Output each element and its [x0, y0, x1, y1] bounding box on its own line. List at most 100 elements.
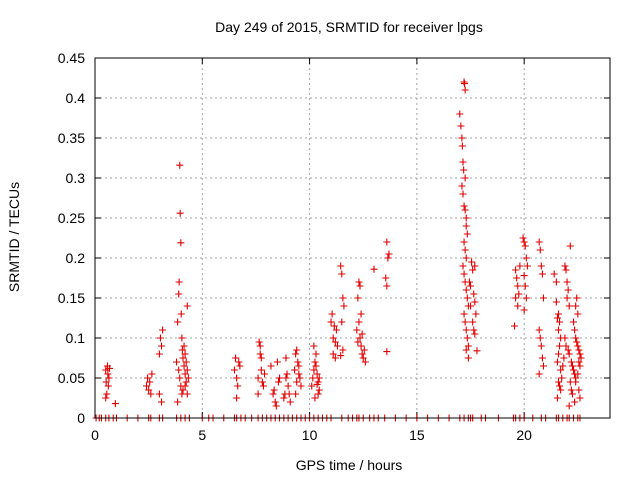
data-point [576, 394, 584, 402]
plot-frame [94, 57, 611, 419]
data-point [471, 262, 479, 270]
data-point [255, 338, 263, 346]
data-point [177, 239, 185, 247]
data-point [471, 298, 479, 306]
data-point [565, 350, 573, 358]
data-point [469, 318, 477, 326]
data-point [516, 262, 524, 270]
data-point [463, 334, 471, 342]
data-point [462, 222, 470, 230]
data-point [295, 370, 303, 378]
data-point [458, 182, 466, 190]
data-point [370, 265, 378, 273]
y-tick-labels: 0 0.05 0.1 0.15 0.2 0.25 0.3 0.35 0.4 0.45 [58, 50, 85, 426]
data-point [461, 174, 469, 182]
data-point [311, 358, 319, 366]
data-point [575, 386, 583, 394]
data-point [313, 380, 321, 388]
data-point [174, 398, 182, 406]
data-point [183, 302, 191, 310]
data-point [230, 366, 238, 374]
data-point [181, 370, 189, 378]
data-point [328, 310, 336, 318]
data-point [458, 142, 466, 150]
data-point [538, 270, 546, 278]
data-point [520, 272, 528, 280]
y-tick-label: 0.05 [58, 370, 85, 386]
y-tick-label: 0.3 [66, 170, 86, 186]
data-point [181, 382, 189, 390]
data-point [156, 334, 164, 342]
data-point [461, 86, 469, 94]
data-point [143, 382, 150, 390]
data-point [267, 362, 275, 370]
data-point [310, 342, 318, 350]
data-point [577, 354, 585, 362]
data-point [575, 358, 583, 366]
data-point [576, 362, 584, 370]
data-point [552, 298, 560, 306]
data-point [467, 302, 475, 310]
data-point [310, 366, 318, 374]
data-point [175, 366, 183, 374]
data-point [269, 390, 277, 398]
x-tick-label: 10 [302, 427, 318, 443]
data-point [460, 202, 468, 210]
data-point [178, 346, 186, 354]
data-point [539, 294, 547, 302]
y-tick-label: 0 [77, 410, 85, 426]
data-point [270, 386, 278, 394]
data-point [574, 342, 582, 350]
data-point [573, 294, 581, 302]
data-point [103, 390, 111, 398]
data-point [338, 270, 346, 278]
data-point [571, 398, 579, 406]
data-point [537, 342, 545, 350]
x-tick-labels: 0 5 10 15 20 [91, 427, 532, 443]
data-point [359, 354, 367, 362]
y-tick-label: 0.45 [58, 50, 85, 66]
data-point [144, 374, 152, 382]
data-point [284, 382, 292, 390]
data-point [559, 362, 567, 370]
data-point [179, 354, 187, 362]
data-point [555, 350, 562, 358]
data-point [470, 326, 478, 334]
data-point [459, 190, 467, 198]
data-point [354, 294, 362, 302]
data-point [233, 374, 241, 382]
data-point [555, 310, 562, 318]
data-point [353, 326, 361, 334]
data-point [457, 122, 465, 130]
y-tick-label: 0.25 [58, 210, 85, 226]
data-point [523, 262, 531, 270]
data-point [556, 342, 564, 350]
data-point [521, 242, 529, 250]
data-point [308, 382, 316, 390]
data-point [550, 270, 558, 278]
data-point [571, 326, 579, 334]
data-point [271, 398, 279, 406]
data-point [338, 318, 346, 326]
data-point [295, 362, 303, 370]
data-point [570, 366, 578, 374]
data-point [383, 238, 391, 246]
data-point [354, 338, 362, 346]
data-point [461, 206, 469, 214]
data-point [340, 302, 348, 310]
data-point [573, 338, 581, 346]
grid-lines [95, 58, 610, 418]
data-point [331, 354, 339, 362]
data-point [462, 286, 470, 294]
data-point [181, 350, 189, 358]
data-point [258, 378, 266, 386]
data-point [355, 318, 363, 326]
data-point [175, 278, 183, 286]
data-point [337, 262, 345, 270]
data-point [570, 318, 578, 326]
data-point [148, 370, 156, 378]
data-point [567, 386, 575, 394]
data-point [512, 294, 520, 302]
data-point [522, 294, 530, 302]
